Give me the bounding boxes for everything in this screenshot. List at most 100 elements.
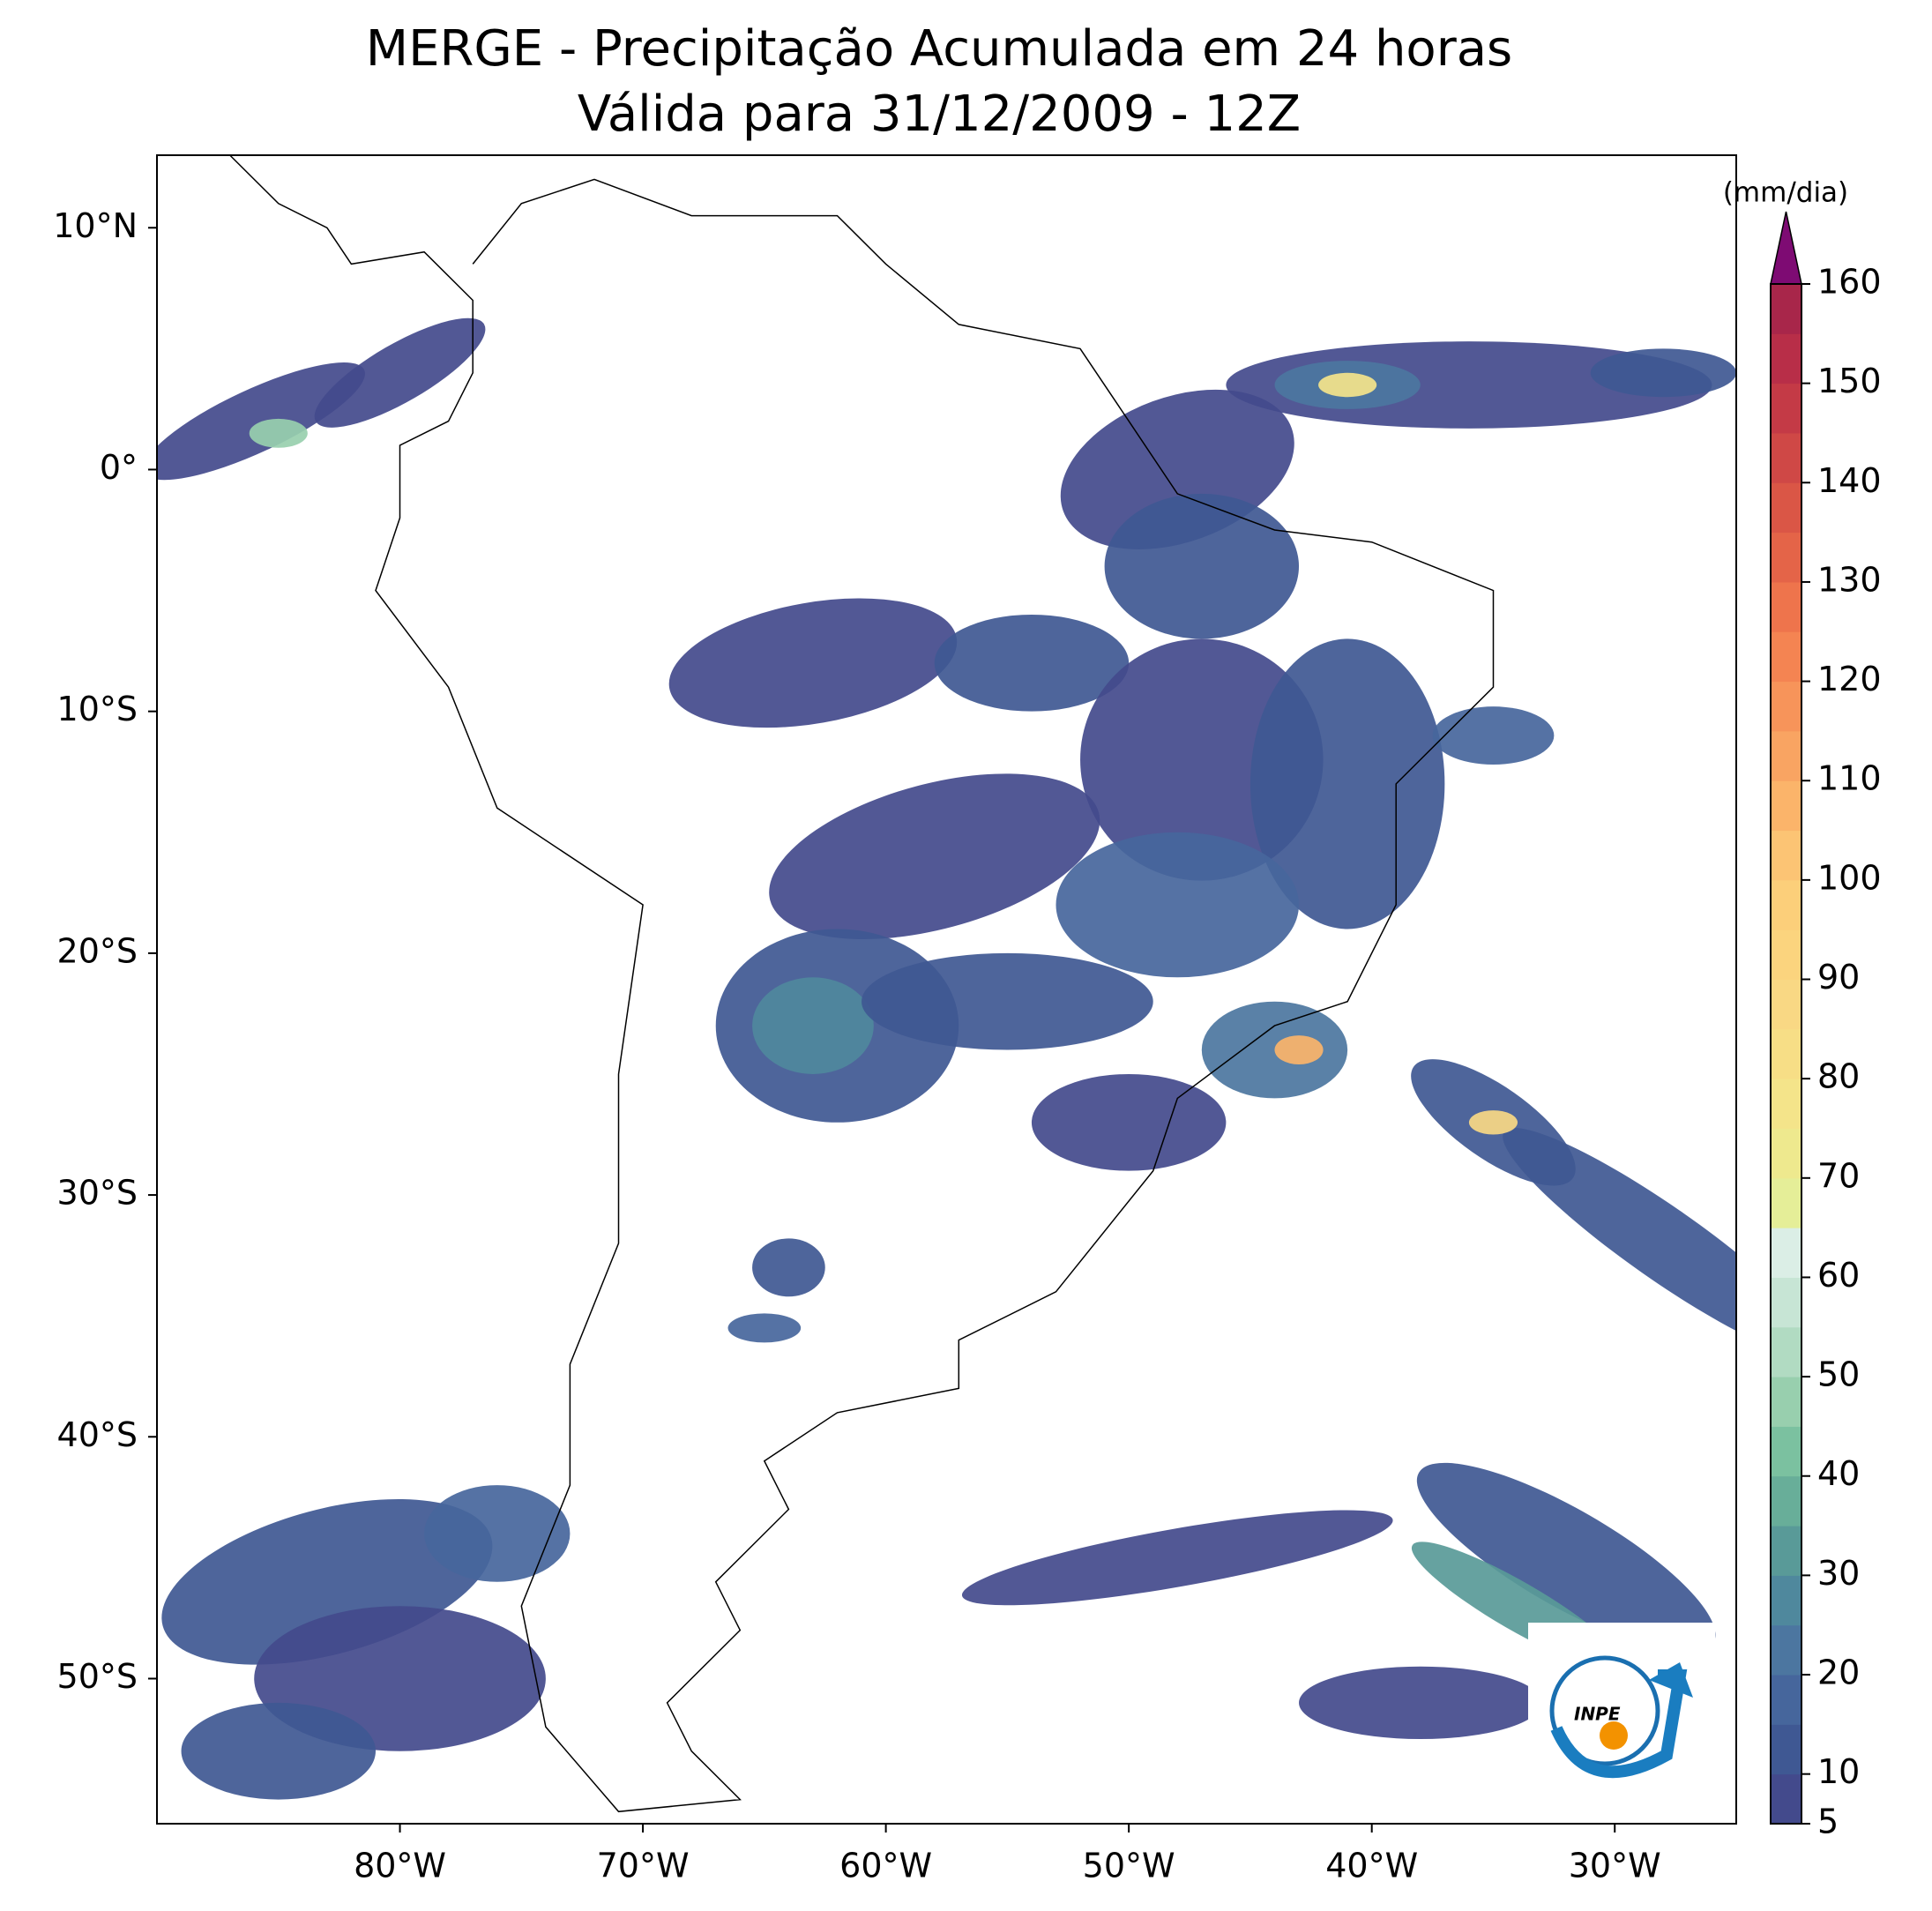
- colorbar-band: [1771, 1675, 1801, 1725]
- axes: 80°W 70°W 60°W 50°W 40°W 30°W 10°N 0° 10°S 20°S 30…: [53, 206, 1660, 1885]
- colorbar-band: [1771, 681, 1801, 732]
- rain-area: [668, 598, 958, 728]
- subtitle: Válida para 31/12/2009 - 12Z: [578, 86, 1301, 143]
- colorbar: 5 10 20 30 40 50 60 70 80 90 100 110 120 130 140 150 160: [1770, 211, 1882, 1841]
- colorbar-band: [1771, 979, 1801, 1030]
- colorbar-band: [1771, 830, 1801, 881]
- rain-area: [181, 1702, 376, 1800]
- rain-area: [1274, 1035, 1324, 1065]
- colorbar-band: [1771, 1575, 1801, 1626]
- rain-area: [1432, 706, 1555, 765]
- title: MERGE - Precipitação Acumulada em 24 hor…: [366, 20, 1512, 78]
- colorbar-band: [1771, 1326, 1801, 1377]
- colorbar-tick-label: 120: [1817, 660, 1882, 698]
- x-tick-label: 70°W: [597, 1847, 690, 1885]
- colorbar-tick-label: 110: [1817, 759, 1882, 798]
- rain-area: [1104, 493, 1300, 639]
- colorbar-band: [1771, 1277, 1801, 1328]
- colorbar-band: [1771, 532, 1801, 583]
- colorbar-band: [1771, 482, 1801, 534]
- colorbar-band: [1771, 879, 1801, 930]
- x-tick-label: 60°W: [839, 1847, 932, 1885]
- logo-box: [1528, 1623, 1715, 1790]
- x-tick-label: 80°W: [354, 1847, 446, 1885]
- rain-area: [1590, 348, 1736, 398]
- y-tick-label: 50°S: [57, 1657, 138, 1696]
- rain-area: [769, 773, 1100, 940]
- colorbar-band: [1771, 432, 1801, 483]
- rain-area: [249, 418, 308, 448]
- rain-area: [752, 977, 874, 1074]
- colorbar-tick-label: 140: [1817, 461, 1882, 500]
- continent-outline: [229, 155, 1495, 1813]
- logo: INPE: [1528, 1623, 1715, 1790]
- logo-arrow: [1550, 1669, 1688, 1779]
- colorbar-tick-label: 10: [1817, 1752, 1860, 1791]
- rain-area: [1299, 1666, 1542, 1740]
- colorbar-band: [1771, 1773, 1801, 1825]
- rain-area: [1503, 1128, 1736, 1359]
- y-tick-label: 30°S: [57, 1174, 138, 1213]
- colorbar-band: [1771, 1377, 1801, 1427]
- y-tick-label: 40°S: [57, 1415, 138, 1454]
- rain-area: [752, 1238, 825, 1297]
- colorbar-tick-label: 70: [1817, 1156, 1860, 1195]
- colorbar-band: [1771, 284, 1801, 334]
- rain-area: [314, 317, 486, 428]
- rain-area: [961, 1510, 1393, 1606]
- colorbar-band: [1771, 1128, 1801, 1179]
- colorbar-tick-label: 100: [1817, 858, 1882, 897]
- logo-arrowhead: [1649, 1662, 1693, 1698]
- colorbar-band: [1771, 1624, 1801, 1676]
- colorbar-tick-label: 80: [1817, 1057, 1860, 1096]
- logo-text: INPE: [1574, 1704, 1621, 1725]
- colorbar-tick-label: 40: [1817, 1454, 1860, 1493]
- logo-dot: [1600, 1721, 1628, 1750]
- colorbar-band: [1771, 383, 1801, 434]
- colorbar-band: [1771, 929, 1801, 981]
- x-tick-label: 50°W: [1083, 1847, 1175, 1885]
- rain-area: [1056, 832, 1300, 978]
- x-tick-label: 30°W: [1569, 1847, 1661, 1885]
- colorbar-frame: [1770, 283, 1802, 1825]
- colorbar-band: [1771, 333, 1801, 384]
- logo-orbit: [1549, 1655, 1660, 1766]
- colorbar-band: [1771, 1079, 1801, 1129]
- rain-area: [1318, 372, 1377, 398]
- colorbar-tick-label: 130: [1817, 560, 1882, 599]
- colorbar-tick-label: 30: [1817, 1554, 1860, 1593]
- map-frame: [156, 154, 1737, 1825]
- rain-area: [727, 1313, 802, 1343]
- colorbar-band: [1771, 1177, 1801, 1228]
- rain-area: [862, 952, 1153, 1050]
- colorbar-band: [1771, 1526, 1801, 1576]
- colorbar-tick-label: 50: [1817, 1355, 1860, 1394]
- rain-area: [424, 1485, 571, 1582]
- colorbar-band: [1771, 1426, 1801, 1477]
- colorbar-band: [1771, 1028, 1801, 1079]
- y-tick-label: 0°: [100, 448, 138, 487]
- colorbar-tick-label: 20: [1817, 1653, 1860, 1692]
- colorbar-tick-label: 160: [1817, 263, 1882, 302]
- rain-area: [1031, 1073, 1227, 1171]
- colorbar-band: [1771, 780, 1801, 832]
- rain-area: [934, 614, 1130, 712]
- x-tick-label: 40°W: [1325, 1847, 1418, 1885]
- rain-area: [1468, 1110, 1518, 1135]
- colorbar-extend: [1770, 211, 1802, 285]
- precipitation-field: [157, 317, 1736, 1800]
- colorbar-band: [1771, 631, 1801, 683]
- coastline: [229, 155, 1495, 1813]
- colorbar-band: [1771, 581, 1801, 632]
- rain-area: [157, 362, 365, 481]
- y-tick-label: 10°S: [57, 690, 138, 728]
- colorbar-label: (mm/dia): [1723, 177, 1848, 209]
- colorbar-tick-label: 5: [1817, 1803, 1839, 1841]
- colorbar-band: [1771, 1475, 1801, 1527]
- colorbar-band: [1771, 1228, 1801, 1278]
- y-tick-label: 10°N: [53, 206, 138, 245]
- rain-area: [1416, 1462, 1716, 1653]
- y-tick-label: 20°S: [57, 931, 138, 970]
- colorbar-tick-label: 150: [1817, 362, 1882, 400]
